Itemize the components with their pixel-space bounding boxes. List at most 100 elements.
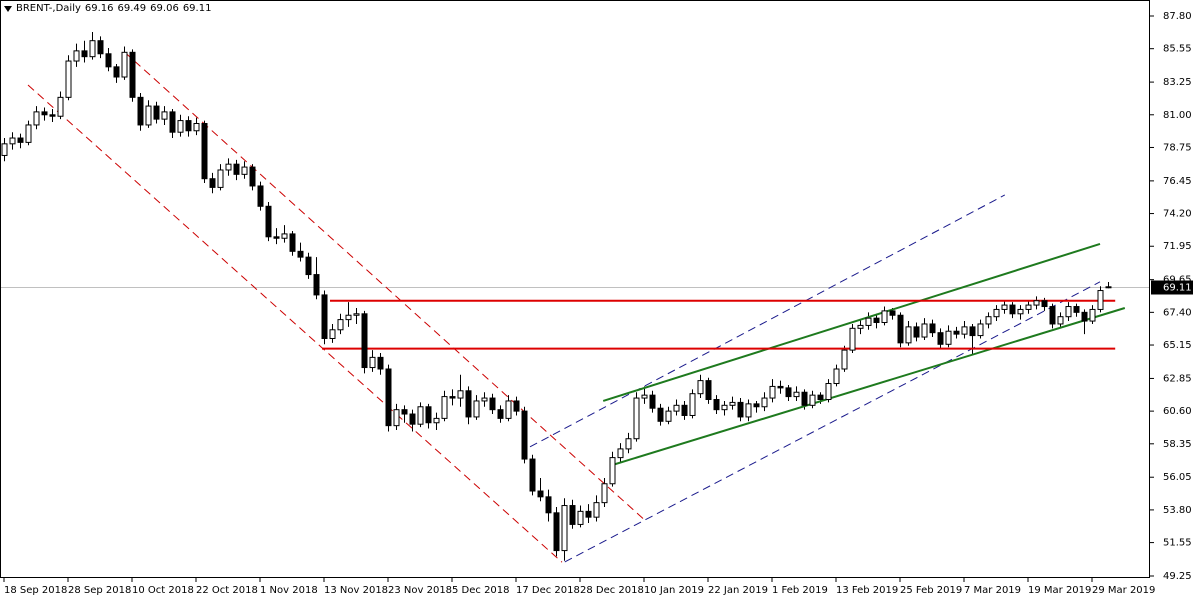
x-tick-label: 29 Mar 2019: [1092, 585, 1155, 596]
candle-body: [217, 169, 224, 188]
y-tick-label: 53.80: [1163, 505, 1192, 516]
y-tick-label: 56.05: [1163, 472, 1192, 483]
candle-body: [321, 294, 328, 339]
candle-body: [617, 448, 624, 459]
candle-body: [409, 413, 416, 425]
trend-line: [564, 281, 1101, 563]
candle-body: [513, 400, 520, 412]
candle-body: [729, 401, 736, 406]
y-tick-label: 78.75: [1163, 142, 1192, 153]
candle-body: [921, 323, 928, 338]
y-tick-label: 60.60: [1163, 406, 1192, 417]
candle-body: [329, 329, 336, 339]
candle-body: [273, 236, 280, 239]
candle-body: [537, 490, 544, 498]
candle-body: [249, 166, 256, 187]
chart-header: BRENT-,Daily 69.16 69.49 69.06 69.11: [4, 3, 211, 14]
candle-body: [705, 380, 712, 401]
candle-body: [361, 313, 368, 369]
candle-body: [673, 404, 680, 412]
candle-body: [257, 185, 264, 207]
candle-body: [385, 368, 392, 427]
candle-body: [825, 383, 832, 401]
candle-body: [1049, 306, 1056, 325]
candle-body: [73, 50, 80, 62]
candle-body: [1033, 300, 1040, 306]
open-value: 69.16: [84, 3, 114, 14]
candle-body: [545, 496, 552, 514]
candle-body: [913, 326, 920, 338]
candle-body: [649, 394, 656, 409]
candle-body: [1081, 311, 1088, 322]
candle-body: [1057, 316, 1064, 325]
candle-body: [1041, 300, 1048, 308]
candle-body: [297, 250, 304, 258]
candle-body: [305, 256, 312, 276]
candle-body: [113, 66, 120, 78]
x-tick-label: 1 Nov 2018: [260, 585, 318, 596]
candle-body: [785, 387, 792, 398]
x-tick-label: 18 Sep 2018: [4, 585, 67, 596]
candle-body: [1, 143, 8, 156]
candle-body: [945, 330, 952, 345]
y-tick-label: 85.55: [1163, 44, 1192, 55]
y-tick-label: 58.35: [1163, 439, 1192, 450]
candle-body: [89, 40, 96, 58]
candle-body: [985, 316, 992, 325]
candle-body: [761, 397, 768, 408]
candle-body: [425, 406, 432, 424]
candle-body: [193, 122, 200, 132]
candle-body: [153, 105, 160, 120]
candle-body: [881, 310, 888, 324]
candle-body: [401, 409, 408, 415]
symbol: BRENT-,Daily: [16, 3, 81, 14]
candle-body: [161, 111, 168, 120]
candle-body: [865, 317, 872, 326]
trend-line: [529, 194, 1006, 448]
candle-body: [1073, 306, 1080, 313]
candle-body: [65, 60, 72, 98]
candle-body: [489, 397, 496, 411]
candle-body: [1097, 290, 1104, 310]
candle-body: [633, 397, 640, 440]
candle-body: [793, 391, 800, 398]
candle-body: [561, 505, 568, 552]
candle-body: [769, 385, 776, 399]
trend-line: [612, 307, 1126, 466]
candle-body: [473, 400, 480, 418]
candle-body: [481, 397, 488, 402]
candle-body: [1009, 304, 1016, 315]
x-tick-label: 28 Sep 2018: [68, 585, 131, 596]
candle-body: [905, 326, 912, 344]
candle-body: [25, 124, 32, 143]
candle-body: [577, 510, 584, 525]
candle-body: [97, 40, 104, 55]
candle-body: [809, 394, 816, 406]
candle-body: [41, 111, 48, 116]
candle-body: [937, 332, 944, 345]
y-tick-label: 71.95: [1163, 241, 1192, 252]
candle-body: [225, 163, 232, 171]
candle-body: [201, 122, 208, 180]
candle-body: [641, 394, 648, 399]
candle-body: [609, 457, 616, 485]
candle-body: [953, 330, 960, 335]
x-tick-label: 28 Dec 2018: [580, 585, 644, 596]
candle-body: [337, 319, 344, 331]
y-tick-label: 67.40: [1163, 307, 1192, 318]
candle-body: [433, 417, 440, 424]
candle-body: [897, 314, 904, 344]
candle-body: [689, 393, 696, 416]
candle-body: [857, 324, 864, 329]
candle-body: [81, 50, 88, 58]
candle-body: [873, 317, 880, 324]
x-tick-label: 1 Feb 2019: [772, 585, 828, 596]
candle-body: [833, 368, 840, 385]
candle-body: [289, 233, 296, 252]
candle-body: [33, 111, 40, 126]
candle-body: [505, 400, 512, 419]
candle-body: [529, 458, 536, 492]
trend-line: [27, 84, 563, 563]
candle-body: [801, 391, 808, 406]
